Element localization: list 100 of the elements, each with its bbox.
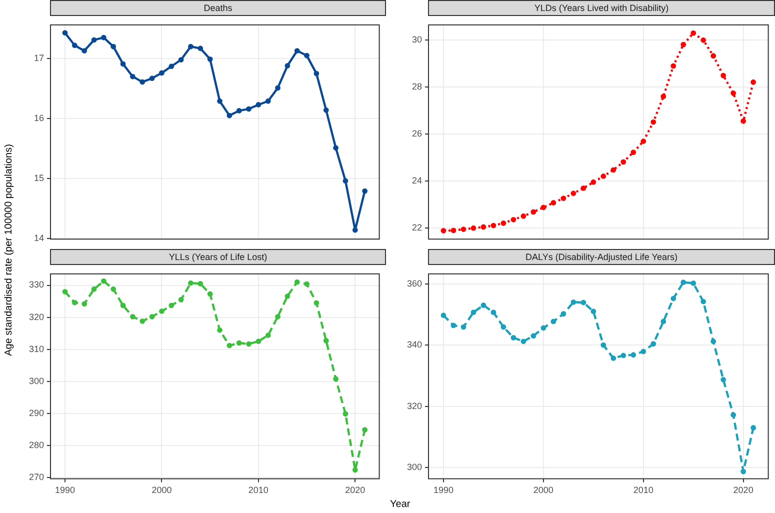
chart-title: YLLs (Years of Life Lost) [50, 249, 386, 265]
point [284, 293, 290, 299]
point [178, 296, 184, 302]
point [284, 63, 290, 68]
y-tick-label: 22 [412, 222, 422, 232]
point [740, 118, 746, 124]
point [640, 348, 646, 354]
y-tick-label: 16 [34, 112, 44, 123]
chart-title: DALYs (Disability-Adjusted Life Years) [428, 249, 775, 265]
y-tick-label: 28 [412, 82, 422, 92]
point [640, 138, 646, 144]
point [333, 145, 338, 151]
point [198, 280, 204, 286]
chart-title: Deaths [50, 0, 386, 16]
point [149, 314, 155, 320]
point [236, 108, 242, 114]
point [236, 340, 242, 346]
point [470, 310, 476, 315]
point [490, 310, 496, 315]
point [650, 341, 656, 347]
y-tick-label: 320 [28, 312, 44, 322]
point [570, 190, 576, 196]
point [480, 224, 486, 230]
point [294, 279, 300, 285]
point [120, 61, 126, 67]
point [82, 48, 88, 54]
point [352, 227, 358, 233]
point [265, 98, 271, 104]
y-tick-label: 290 [28, 408, 44, 418]
point [720, 376, 726, 382]
point [120, 302, 126, 308]
point [490, 222, 496, 228]
x-tick-label: 2000 [152, 485, 172, 496]
point [550, 200, 556, 206]
point [670, 63, 676, 69]
point [560, 196, 566, 201]
point [480, 302, 486, 308]
x-tick-label: 2020 [345, 485, 366, 496]
point [620, 159, 626, 165]
point [323, 107, 329, 113]
point [275, 85, 280, 91]
point [198, 46, 204, 52]
point [750, 425, 756, 430]
point [440, 312, 446, 318]
point [460, 324, 466, 330]
point [246, 106, 252, 112]
point [188, 44, 194, 50]
point [207, 291, 213, 297]
point [740, 468, 746, 474]
y-tick-label: 360 [406, 278, 422, 288]
chart-title: YLDs (Years Lived with Disability) [428, 0, 775, 16]
point [610, 356, 616, 361]
point [275, 314, 280, 320]
point [91, 37, 97, 43]
point [323, 338, 329, 344]
point [91, 286, 97, 292]
point [710, 53, 716, 59]
point [62, 30, 68, 36]
point [560, 311, 566, 317]
point [314, 70, 320, 76]
point [700, 37, 706, 43]
point [600, 174, 606, 179]
point [670, 296, 676, 302]
point [188, 280, 194, 286]
point [730, 90, 736, 96]
point [440, 228, 446, 234]
point [500, 324, 506, 330]
point [580, 300, 586, 306]
point [82, 301, 88, 307]
point [450, 228, 456, 234]
point [342, 411, 348, 417]
point [710, 338, 716, 344]
point [590, 179, 596, 185]
point [550, 318, 556, 324]
point [352, 467, 358, 473]
x-tick-label: 2000 [533, 485, 554, 496]
point [140, 318, 146, 324]
point [720, 72, 726, 78]
point [730, 412, 736, 418]
point [470, 225, 476, 231]
point [510, 216, 516, 222]
point [246, 341, 252, 347]
point [72, 42, 78, 48]
point [680, 42, 686, 48]
y-tick-label: 17 [34, 53, 44, 64]
point [110, 286, 116, 292]
x-tick-label: 2010 [633, 485, 654, 496]
point [62, 288, 68, 294]
point [500, 220, 506, 226]
point [660, 318, 666, 324]
x-tick-label: 1990 [433, 485, 454, 496]
point [690, 280, 696, 286]
point [520, 213, 526, 219]
y-tick-label: 14 [34, 232, 44, 243]
y-tick-label: 270 [28, 472, 44, 482]
y-axis-title: Age standardised rate (per 100000 populations) [4, 144, 14, 356]
point [130, 74, 136, 80]
point [140, 79, 146, 85]
point [100, 278, 106, 284]
x-tick-label: 2010 [248, 485, 268, 496]
